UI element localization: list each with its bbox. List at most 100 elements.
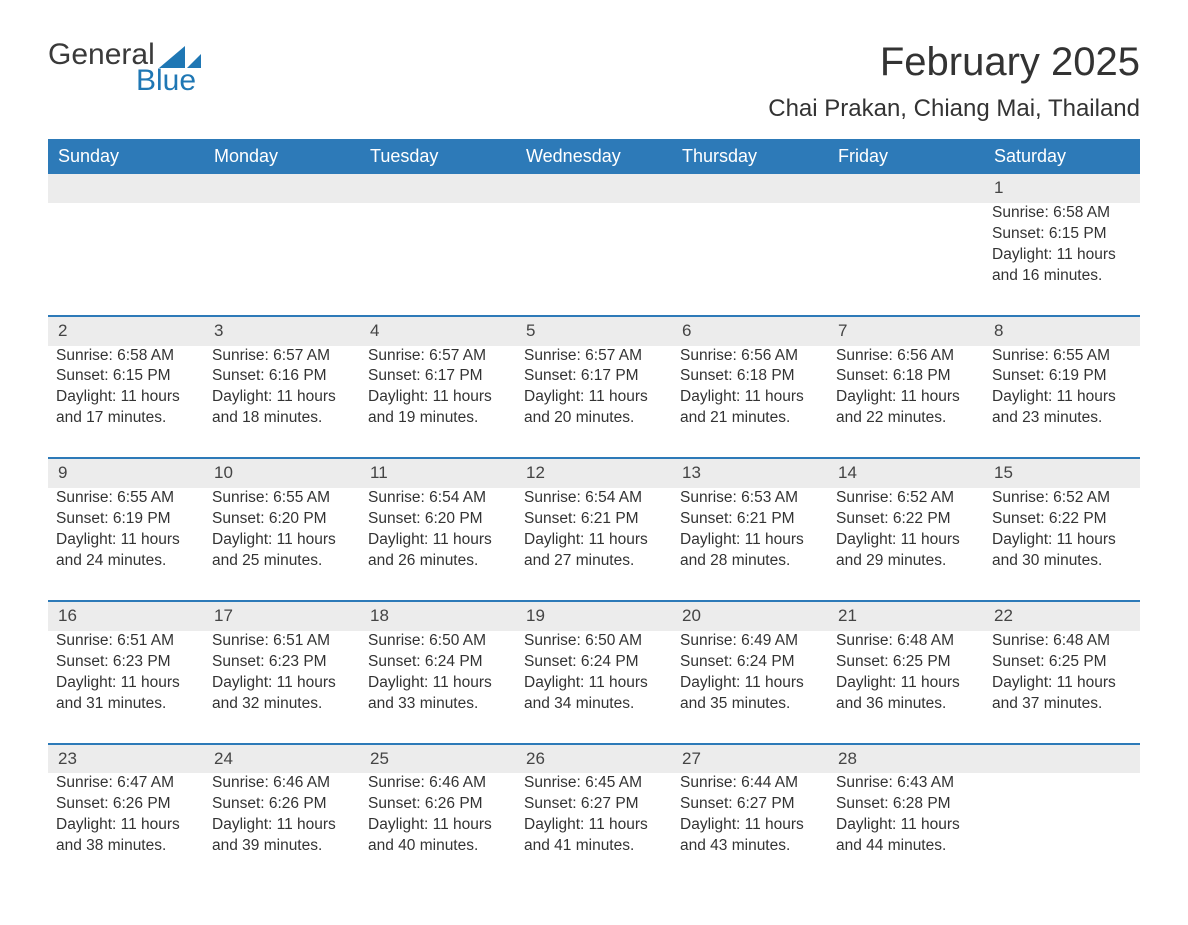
weekday-header: Tuesday: [360, 139, 516, 174]
daylight2-text: and 36 minutes.: [836, 694, 976, 715]
sunset-text: Sunset: 6:25 PM: [992, 652, 1132, 673]
sunset-text: Sunset: 6:24 PM: [524, 652, 664, 673]
daylight2-text: and 17 minutes.: [56, 408, 196, 429]
header: General Blue February 2025 Chai Prakan, …: [48, 40, 1140, 131]
day-detail-cell: [672, 203, 828, 316]
day-number-cell: 28: [828, 744, 984, 774]
day-number-cell: 1: [984, 174, 1140, 203]
daylight1-text: Daylight: 11 hours: [524, 530, 664, 551]
daylight2-text: and 44 minutes.: [836, 836, 976, 857]
sunset-text: Sunset: 6:20 PM: [368, 509, 508, 530]
day-detail-cell: Sunrise: 6:46 AMSunset: 6:26 PMDaylight:…: [360, 773, 516, 885]
sunrise-text: Sunrise: 6:45 AM: [524, 773, 664, 794]
day-detail-cell: Sunrise: 6:46 AMSunset: 6:26 PMDaylight:…: [204, 773, 360, 885]
day-detail-cell: Sunrise: 6:48 AMSunset: 6:25 PMDaylight:…: [984, 631, 1140, 744]
daylight2-text: and 32 minutes.: [212, 694, 352, 715]
daylight1-text: Daylight: 11 hours: [368, 815, 508, 836]
day-detail-cell: Sunrise: 6:52 AMSunset: 6:22 PMDaylight:…: [828, 488, 984, 601]
location-label: Chai Prakan, Chiang Mai, Thailand: [768, 95, 1140, 123]
day-number-cell: 17: [204, 601, 360, 631]
sunrise-text: Sunrise: 6:57 AM: [524, 346, 664, 367]
day-number-cell: [984, 744, 1140, 774]
logo: General Blue: [48, 40, 201, 96]
weekday-header: Thursday: [672, 139, 828, 174]
daylight1-text: Daylight: 11 hours: [368, 673, 508, 694]
page-title: February 2025: [768, 40, 1140, 85]
daynum-row: 232425262728: [48, 744, 1140, 774]
daylight2-text: and 31 minutes.: [56, 694, 196, 715]
daylight2-text: and 22 minutes.: [836, 408, 976, 429]
sunset-text: Sunset: 6:28 PM: [836, 794, 976, 815]
sunset-text: Sunset: 6:21 PM: [680, 509, 820, 530]
daylight1-text: Daylight: 11 hours: [56, 530, 196, 551]
daylight2-text: and 43 minutes.: [680, 836, 820, 857]
day-detail-cell: [984, 773, 1140, 885]
daylight1-text: Daylight: 11 hours: [212, 815, 352, 836]
day-detail-cell: Sunrise: 6:47 AMSunset: 6:26 PMDaylight:…: [48, 773, 204, 885]
daylight1-text: Daylight: 11 hours: [992, 530, 1132, 551]
weekday-header: Wednesday: [516, 139, 672, 174]
sunrise-text: Sunrise: 6:52 AM: [836, 488, 976, 509]
daylight2-text: and 16 minutes.: [992, 266, 1132, 287]
day-detail-cell: Sunrise: 6:56 AMSunset: 6:18 PMDaylight:…: [672, 346, 828, 459]
daylight2-text: and 40 minutes.: [368, 836, 508, 857]
day-number-cell: 19: [516, 601, 672, 631]
daylight2-text: and 21 minutes.: [680, 408, 820, 429]
sunset-text: Sunset: 6:17 PM: [524, 366, 664, 387]
sunrise-text: Sunrise: 6:56 AM: [836, 346, 976, 367]
sunset-text: Sunset: 6:26 PM: [368, 794, 508, 815]
sunrise-text: Sunrise: 6:48 AM: [992, 631, 1132, 652]
sunset-text: Sunset: 6:20 PM: [212, 509, 352, 530]
sunrise-text: Sunrise: 6:51 AM: [56, 631, 196, 652]
daylight1-text: Daylight: 11 hours: [836, 530, 976, 551]
sunset-text: Sunset: 6:15 PM: [992, 224, 1132, 245]
daylight1-text: Daylight: 11 hours: [836, 815, 976, 836]
sunset-text: Sunset: 6:27 PM: [524, 794, 664, 815]
day-number-cell: 25: [360, 744, 516, 774]
daylight1-text: Daylight: 11 hours: [524, 673, 664, 694]
day-number-cell: 7: [828, 316, 984, 346]
daylight2-text: and 24 minutes.: [56, 551, 196, 572]
weekday-header-row: Sunday Monday Tuesday Wednesday Thursday…: [48, 139, 1140, 174]
sunrise-text: Sunrise: 6:53 AM: [680, 488, 820, 509]
day-detail-cell: Sunrise: 6:50 AMSunset: 6:24 PMDaylight:…: [360, 631, 516, 744]
day-number-cell: 18: [360, 601, 516, 631]
daylight2-text: and 38 minutes.: [56, 836, 196, 857]
day-detail-cell: [48, 203, 204, 316]
sunrise-text: Sunrise: 6:55 AM: [56, 488, 196, 509]
daylight2-text: and 39 minutes.: [212, 836, 352, 857]
day-detail-cell: Sunrise: 6:44 AMSunset: 6:27 PMDaylight:…: [672, 773, 828, 885]
day-number-cell: [360, 174, 516, 203]
day-detail-cell: Sunrise: 6:55 AMSunset: 6:20 PMDaylight:…: [204, 488, 360, 601]
daylight2-text: and 20 minutes.: [524, 408, 664, 429]
sunset-text: Sunset: 6:18 PM: [836, 366, 976, 387]
day-detail-cell: Sunrise: 6:45 AMSunset: 6:27 PMDaylight:…: [516, 773, 672, 885]
day-number-cell: 20: [672, 601, 828, 631]
daylight1-text: Daylight: 11 hours: [680, 387, 820, 408]
daylight2-text: and 18 minutes.: [212, 408, 352, 429]
sunset-text: Sunset: 6:25 PM: [836, 652, 976, 673]
logo-text-bottom: Blue: [136, 66, 201, 96]
sunset-text: Sunset: 6:22 PM: [992, 509, 1132, 530]
sunrise-text: Sunrise: 6:51 AM: [212, 631, 352, 652]
sunrise-text: Sunrise: 6:48 AM: [836, 631, 976, 652]
day-detail-cell: Sunrise: 6:50 AMSunset: 6:24 PMDaylight:…: [516, 631, 672, 744]
sunrise-text: Sunrise: 6:57 AM: [212, 346, 352, 367]
daynum-row: 1: [48, 174, 1140, 203]
sunrise-text: Sunrise: 6:44 AM: [680, 773, 820, 794]
sunrise-text: Sunrise: 6:54 AM: [368, 488, 508, 509]
day-detail-cell: [516, 203, 672, 316]
sunrise-text: Sunrise: 6:49 AM: [680, 631, 820, 652]
daylight2-text: and 41 minutes.: [524, 836, 664, 857]
sunrise-text: Sunrise: 6:50 AM: [368, 631, 508, 652]
day-detail-row: Sunrise: 6:51 AMSunset: 6:23 PMDaylight:…: [48, 631, 1140, 744]
calendar-body: 1Sunrise: 6:58 AMSunset: 6:15 PMDaylight…: [48, 174, 1140, 885]
daylight1-text: Daylight: 11 hours: [56, 387, 196, 408]
sunrise-text: Sunrise: 6:54 AM: [524, 488, 664, 509]
sunset-text: Sunset: 6:18 PM: [680, 366, 820, 387]
daynum-row: 16171819202122: [48, 601, 1140, 631]
day-detail-cell: Sunrise: 6:52 AMSunset: 6:22 PMDaylight:…: [984, 488, 1140, 601]
weekday-header: Friday: [828, 139, 984, 174]
day-detail-row: Sunrise: 6:47 AMSunset: 6:26 PMDaylight:…: [48, 773, 1140, 885]
day-detail-cell: Sunrise: 6:55 AMSunset: 6:19 PMDaylight:…: [984, 346, 1140, 459]
